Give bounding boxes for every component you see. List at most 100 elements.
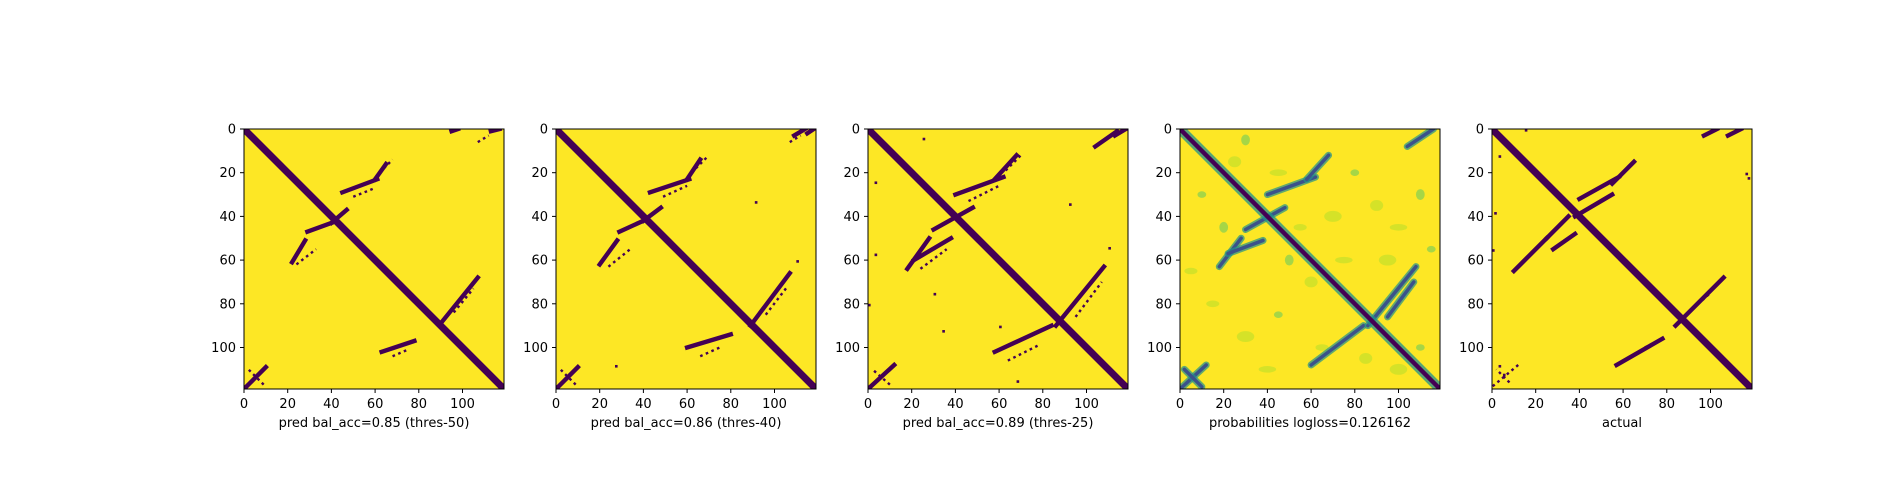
probability-blob	[1206, 300, 1220, 308]
contact-segment	[871, 368, 891, 386]
contact-segment	[1510, 235, 1550, 275]
x-tick-label: 20	[279, 397, 296, 412]
diagonal-band	[868, 129, 1128, 389]
y-tick-label: 100	[1147, 341, 1172, 356]
y-tick-label: 60	[219, 254, 236, 269]
y-tick-label: 20	[1155, 166, 1172, 181]
y-tick-label: 60	[843, 254, 860, 269]
probability-blob	[1197, 191, 1207, 198]
contact-segment	[1543, 213, 1572, 242]
probability-blob	[1389, 363, 1408, 375]
x-tick-label: 40	[1571, 397, 1588, 412]
probability-blob	[1415, 344, 1425, 351]
contact-segment	[1385, 280, 1416, 319]
y-tick-label: 60	[1155, 254, 1172, 269]
probability-blob	[1293, 224, 1307, 231]
contact-speckle	[1069, 203, 1072, 206]
probability-blob	[1335, 256, 1353, 264]
y-tick-label: 0	[852, 123, 860, 138]
x-tick-label: 100	[1698, 397, 1723, 412]
x-tick-label: 40	[947, 397, 964, 412]
x-tick-label: 100	[762, 397, 787, 412]
contact-segment	[607, 248, 632, 268]
contact-segment	[868, 361, 898, 389]
y-tick-label: 20	[219, 166, 236, 181]
probability-blob	[1184, 267, 1198, 275]
contact-segment	[1226, 238, 1265, 256]
contact-segment	[477, 134, 490, 144]
contact-segment	[684, 156, 704, 183]
probability-blob	[1241, 134, 1250, 146]
contact-speckle	[1745, 172, 1749, 176]
contact-segment	[804, 129, 816, 137]
contact-segment	[1613, 335, 1666, 368]
y-tick-label: 20	[843, 166, 860, 181]
contact-segment	[304, 220, 335, 235]
contact-speckle	[1747, 177, 1751, 180]
y-tick-label: 80	[843, 297, 860, 312]
panel-actual: 0 20 40 60 80 100 0 20 40 60 80 100 actual	[1459, 123, 1753, 431]
x-tick-label: 20	[1215, 397, 1232, 412]
contact-segment	[694, 156, 708, 170]
probability-blob	[1273, 311, 1283, 318]
contact-speckle	[1498, 155, 1502, 158]
contact-segment	[1111, 129, 1128, 139]
panel-thres-40: 0 20 40 60 80 100 0 20 40 60 80 100 pred bal_acc=0.8…	[523, 123, 817, 431]
contact-segment	[662, 184, 688, 198]
contact-segment	[244, 364, 269, 389]
probability-blob	[1258, 366, 1277, 373]
x-tick-label: 0	[1488, 397, 1496, 412]
probability-blob	[1284, 254, 1294, 266]
contact-segment	[1182, 367, 1204, 389]
y-tick-label: 80	[531, 297, 548, 312]
probability-blob	[1315, 344, 1329, 351]
contact-segment	[295, 248, 317, 266]
x-tick-label: 80	[1347, 397, 1364, 412]
contact-speckle	[1524, 129, 1528, 132]
probability-blob	[1324, 210, 1342, 222]
axes-frame	[867, 128, 1129, 390]
x-tick-label: 0	[552, 397, 560, 412]
panel-thres-25: 0 20 40 60 80 100 0 20 40 60 80 100 pred bal_acc=0.8…	[835, 123, 1129, 431]
contact-segment	[1609, 158, 1638, 187]
contact-speckle	[754, 201, 758, 204]
y-tick-label: 80	[219, 297, 236, 312]
x-tick-label: 20	[1527, 397, 1544, 412]
contact-segment	[1074, 281, 1103, 318]
probability-blob	[1415, 189, 1425, 201]
contact-speckle	[874, 253, 878, 257]
contact-segment	[352, 186, 376, 198]
probability-blob	[1389, 224, 1408, 231]
contact-speckle	[1498, 364, 1502, 368]
y-tick-label: 40	[1467, 210, 1484, 225]
y-tick-label: 100	[835, 341, 860, 356]
x-tick-label: 100	[1386, 397, 1411, 412]
probability-blob	[1370, 200, 1384, 211]
y-tick-label: 40	[1155, 210, 1172, 225]
contact-speckle	[1108, 246, 1111, 250]
x-axis-label: pred bal_acc=0.86 (thres-40)	[591, 416, 782, 431]
contact-segment	[1644, 335, 1668, 349]
contact-segment	[382, 158, 394, 170]
x-tick-label: 60	[1615, 397, 1632, 412]
y-tick-label: 40	[531, 210, 548, 225]
y-tick-label: 0	[540, 123, 548, 138]
probability-blob	[1236, 331, 1255, 343]
contact-segment	[289, 237, 309, 266]
axes-frame	[555, 128, 817, 390]
panel-thres-50: 0 20 40 60 80 100 0 20 40 60 80 100 pred bal_acc=0.8…	[211, 123, 505, 431]
contact-speckle	[868, 303, 871, 307]
y-tick-label: 80	[1155, 297, 1172, 312]
contact-segment	[1687, 291, 1712, 314]
x-tick-label: 60	[1303, 397, 1320, 412]
panel-probabilities: 0 20 40 60 80 100 0 20 40 60 80 100 probabilities lo…	[1147, 123, 1441, 431]
probability-blob	[1228, 156, 1242, 168]
contact-segment	[747, 270, 793, 329]
y-tick-label: 100	[211, 341, 236, 356]
contact-segment	[1092, 129, 1121, 150]
contact-segment	[378, 338, 418, 355]
contact-segment	[556, 364, 581, 389]
axes-frame	[1179, 128, 1441, 390]
x-tick-label: 20	[903, 397, 920, 412]
contact-speckle	[942, 330, 945, 333]
